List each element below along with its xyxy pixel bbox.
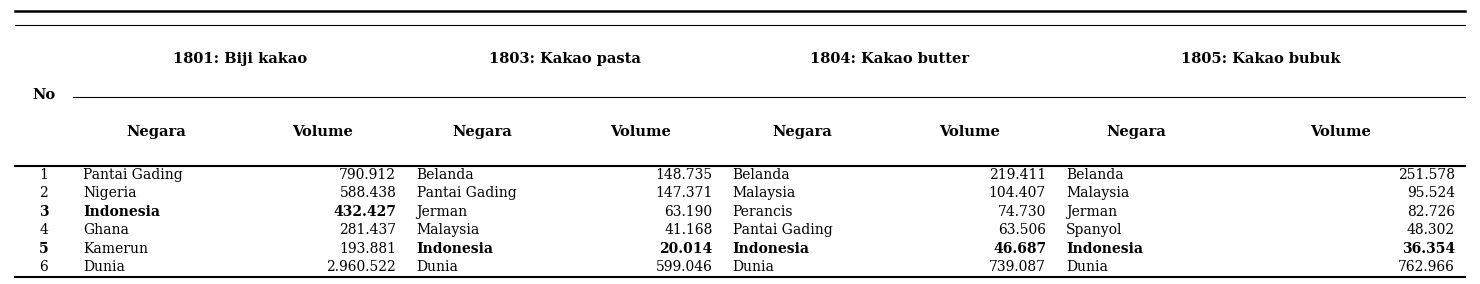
Text: Negara: Negara [453,125,512,139]
Text: Kamerun: Kamerun [83,242,148,256]
Text: 4: 4 [40,224,49,237]
Text: 82.726: 82.726 [1407,205,1455,219]
Text: 63.190: 63.190 [665,205,712,219]
Text: Jerman: Jerman [416,205,468,219]
Text: 588.438: 588.438 [339,186,397,201]
Text: Dunia: Dunia [733,260,774,274]
Text: Malaysia: Malaysia [1066,186,1129,201]
Text: Pantai Gading: Pantai Gading [83,168,182,182]
Text: 1801: Biji kakao: 1801: Biji kakao [173,51,306,66]
Text: 36.354: 36.354 [1402,242,1455,256]
Text: 147.371: 147.371 [656,186,712,201]
Text: Belanda: Belanda [733,168,790,182]
Text: Belanda: Belanda [416,168,474,182]
Text: 432.427: 432.427 [333,205,397,219]
Text: 148.735: 148.735 [656,168,712,182]
Text: Nigeria: Nigeria [83,186,136,201]
Text: Indonesia: Indonesia [416,242,493,256]
Text: Negara: Negara [126,125,186,139]
Text: 5: 5 [38,242,49,256]
Text: Ghana: Ghana [83,224,129,237]
Text: No: No [33,88,55,102]
Text: Malaysia: Malaysia [733,186,796,201]
Text: 63.506: 63.506 [998,224,1046,237]
Text: Indonesia: Indonesia [1066,242,1144,256]
Text: 20.014: 20.014 [659,242,712,256]
Text: Belanda: Belanda [1066,168,1123,182]
Text: Volume: Volume [610,125,670,139]
Text: 46.687: 46.687 [993,242,1046,256]
Text: 790.912: 790.912 [339,168,397,182]
Text: 2: 2 [40,186,49,201]
Text: Spanyol: Spanyol [1066,224,1123,237]
Text: Jerman: Jerman [1066,205,1117,219]
Text: 193.881: 193.881 [339,242,397,256]
Text: Malaysia: Malaysia [416,224,480,237]
Text: 41.168: 41.168 [665,224,712,237]
Text: Pantai Gading: Pantai Gading [416,186,517,201]
Text: 74.730: 74.730 [998,205,1046,219]
Text: 3: 3 [38,205,49,219]
Text: Pantai Gading: Pantai Gading [733,224,832,237]
Text: 1804: Kakao butter: 1804: Kakao butter [810,51,969,66]
Text: 95.524: 95.524 [1407,186,1455,201]
Text: 219.411: 219.411 [989,168,1046,182]
Text: Dunia: Dunia [416,260,459,274]
Text: 6: 6 [40,260,49,274]
Text: Negara: Negara [1106,125,1166,139]
Text: 104.407: 104.407 [989,186,1046,201]
Text: Indonesia: Indonesia [733,242,810,256]
Text: 251.578: 251.578 [1399,168,1455,182]
Text: 281.437: 281.437 [339,224,397,237]
Text: Dunia: Dunia [83,260,124,274]
Text: 1: 1 [40,168,49,182]
Text: Volume: Volume [938,125,999,139]
Text: Perancis: Perancis [733,205,793,219]
Text: Volume: Volume [293,125,354,139]
Text: 1803: Kakao pasta: 1803: Kakao pasta [488,51,641,66]
Text: Indonesia: Indonesia [83,205,160,219]
Text: 48.302: 48.302 [1407,224,1455,237]
Text: 762.966: 762.966 [1399,260,1455,274]
Text: 739.087: 739.087 [989,260,1046,274]
Text: Negara: Negara [773,125,832,139]
Text: 1805: Kakao bubuk: 1805: Kakao bubuk [1181,51,1341,66]
Text: Volume: Volume [1310,125,1370,139]
Text: 599.046: 599.046 [656,260,712,274]
Text: 2.960.522: 2.960.522 [327,260,397,274]
Text: Dunia: Dunia [1066,260,1109,274]
